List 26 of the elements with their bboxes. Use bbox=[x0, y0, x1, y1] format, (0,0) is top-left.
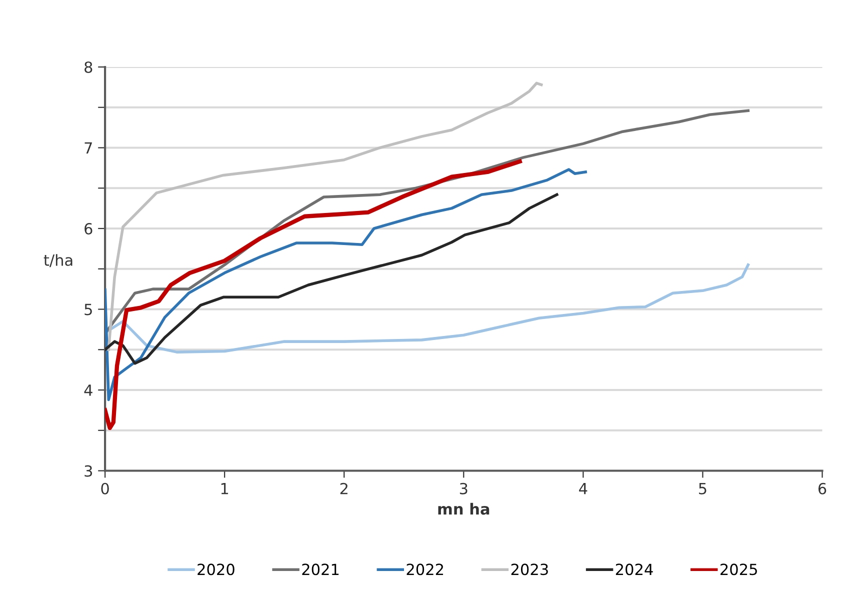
legend-label: 2021 bbox=[302, 564, 339, 576]
x-tick-label: 3 bbox=[460, 482, 468, 494]
y-axis-title: t/ha bbox=[44, 254, 72, 268]
y-tick-label: 8 bbox=[84, 61, 92, 74]
legend-label: 2025 bbox=[720, 564, 757, 576]
line-series bbox=[105, 159, 522, 430]
line-series bbox=[105, 263, 750, 354]
y-tick-label: 5 bbox=[84, 304, 92, 316]
legend-label: 2022 bbox=[406, 564, 444, 576]
legend-label: 2024 bbox=[616, 564, 653, 576]
legend-label: 2020 bbox=[198, 564, 234, 576]
x-axis-title: mn ha bbox=[438, 502, 490, 515]
line-series bbox=[105, 168, 587, 402]
y-tick-label: 3 bbox=[84, 465, 92, 477]
y-tick-label: 6 bbox=[84, 222, 92, 235]
line-series bbox=[107, 82, 543, 352]
x-tick-label: 2 bbox=[340, 482, 348, 494]
x-tick-label: 0 bbox=[101, 482, 109, 494]
legend-label: 2023 bbox=[511, 564, 548, 576]
x-tick-label: 4 bbox=[579, 483, 588, 494]
x-tick-label: 1 bbox=[221, 483, 228, 494]
y-tick-label: 4 bbox=[84, 384, 92, 396]
x-tick-label: 6 bbox=[818, 482, 826, 494]
x-tick-label: 5 bbox=[699, 483, 706, 494]
line-series bbox=[105, 193, 558, 365]
y-tick-label: 7 bbox=[84, 142, 92, 154]
